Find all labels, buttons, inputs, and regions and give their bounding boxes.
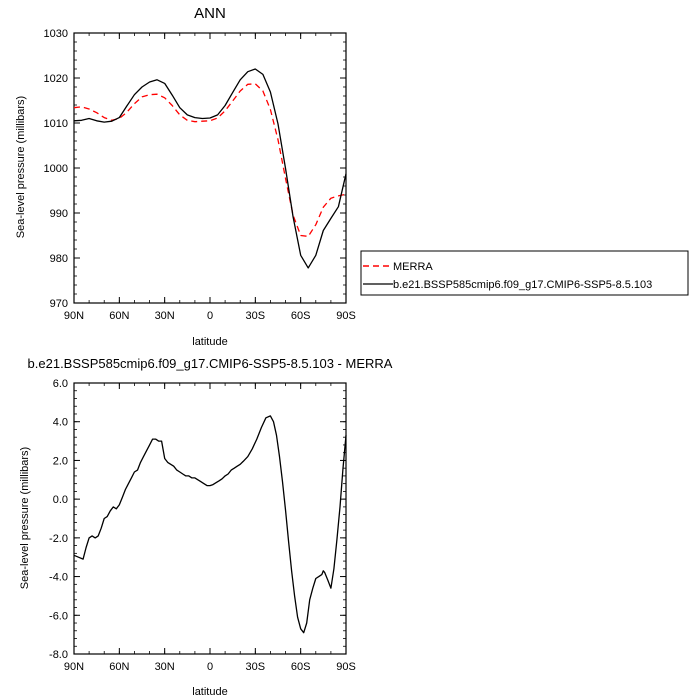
bottom-xtick-label: 30N: [155, 661, 175, 673]
top-series-line-1: [73, 83, 347, 238]
top-xtick-label: 30N: [155, 310, 175, 322]
top-xtick-label: 0: [207, 310, 213, 322]
top-ytick-label: 1030: [44, 28, 68, 40]
legend-label-model: b.e21.BSSP585cmip6.f09_g17.CMIP6-SSP5-8.…: [393, 279, 652, 291]
top-chart: ANN 970 980 990 1000 1010 1020 1030 90N 60N 30N 0 3…: [15, 5, 689, 348]
top-ytick-label: 990: [50, 208, 68, 220]
legend-label-merra: MERRA: [393, 261, 433, 273]
legend-box: [360, 250, 689, 296]
top-xtick-label: 30S: [246, 310, 266, 322]
bottom-series-line-1: [73, 415, 347, 634]
bottom-chart-xlabel: latitude: [192, 686, 227, 698]
top-xtick-label: 60S: [291, 310, 311, 322]
bottom-xtick-label: 0: [207, 661, 213, 673]
top-ytick-label: 1000: [44, 163, 68, 175]
bottom-xtick-label: 60N: [109, 661, 129, 673]
top-chart-legend: MERRA b.e21.BSSP585cmip6.f09_g17.CMIP6-S…: [360, 250, 689, 296]
bottom-ytick-label: 0.0: [53, 494, 68, 506]
top-chart-plot-area: 970 980 990 1000 1010 1020 1030 90N 60N 30N 0 30S 60…: [44, 28, 356, 322]
bottom-ytick-label: -8.0: [49, 649, 68, 661]
bottom-plot-frame: [73, 382, 347, 655]
bottom-xtick-label: 90S: [336, 661, 356, 673]
bottom-xtick-label: 60S: [291, 661, 311, 673]
top-xtick-label: 90S: [336, 310, 356, 322]
bottom-ytick-label: 2.0: [53, 455, 68, 467]
top-ytick-label: 980: [50, 253, 68, 265]
bottom-ytick-label: 6.0: [53, 378, 68, 390]
top-chart-xlabel: latitude: [192, 336, 227, 348]
top-series-line-2: [73, 68, 347, 269]
top-chart-ylabel: Sea-level pressure (millibars): [15, 96, 27, 238]
top-ytick-label: 1010: [44, 118, 68, 130]
top-xtick-label: 60N: [109, 310, 129, 322]
bottom-chart-plot-area: -8.0 -6.0 -4.0 -2.0 0.0 2.0 4.0 6.0 90N 60N 30N 0 30…: [49, 378, 356, 673]
bottom-ytick-label: -4.0: [49, 572, 68, 584]
bottom-ytick-label: 4.0: [53, 417, 68, 429]
top-ytick-label: 970: [50, 298, 68, 310]
top-xtick-label: 90N: [64, 310, 84, 322]
bottom-ytick-label: -2.0: [49, 533, 68, 545]
bottom-chart: b.e21.BSSP585cmip6.f09_g17.CMIP6-SSP5-8.…: [19, 356, 393, 698]
bottom-ytick-label: -6.0: [49, 610, 68, 622]
top-chart-title: ANN: [194, 5, 226, 22]
top-ytick-label: 1020: [44, 73, 68, 85]
bottom-chart-title: b.e21.BSSP585cmip6.f09_g17.CMIP6-SSP5-8.…: [28, 356, 393, 371]
bottom-chart-ylabel: Sea-level pressure (millibars): [19, 447, 31, 589]
bottom-xtick-label: 30S: [246, 661, 266, 673]
bottom-xtick-label: 90N: [64, 661, 84, 673]
